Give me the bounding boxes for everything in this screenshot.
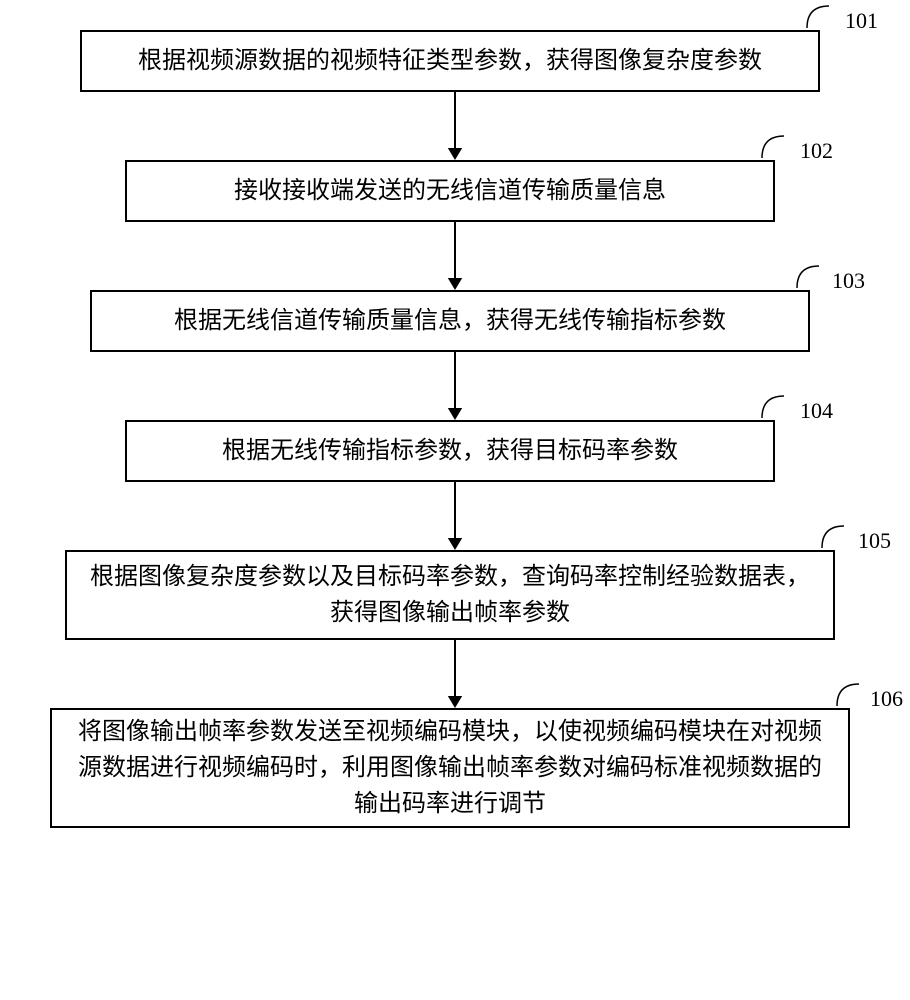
leader-line bbox=[760, 394, 786, 420]
leader-line bbox=[805, 4, 831, 30]
step-box-103: 根据无线信道传输质量信息，获得无线传输指标参数 bbox=[90, 290, 810, 352]
leader-line bbox=[795, 264, 821, 290]
step-label-105: 105 bbox=[858, 528, 891, 554]
flow-arrow bbox=[50, 352, 860, 420]
flowchart-container: 根据视频源数据的视频特征类型参数，获得图像复杂度参数101接收接收端发送的无线信… bbox=[50, 30, 860, 828]
leader-line bbox=[820, 524, 846, 550]
step-text: 根据无线信道传输质量信息，获得无线传输指标参数 bbox=[174, 303, 726, 339]
step-label-101: 101 bbox=[845, 8, 878, 34]
step-text: 接收接收端发送的无线信道传输质量信息 bbox=[234, 173, 666, 209]
leader-line bbox=[760, 134, 786, 160]
flow-arrow bbox=[50, 92, 860, 160]
step-box-101: 根据视频源数据的视频特征类型参数，获得图像复杂度参数 bbox=[80, 30, 820, 92]
step-text: 根据视频源数据的视频特征类型参数，获得图像复杂度参数 bbox=[138, 43, 762, 79]
flow-arrow bbox=[50, 482, 860, 550]
step-label-104: 104 bbox=[800, 398, 833, 424]
step-box-102: 接收接收端发送的无线信道传输质量信息 bbox=[125, 160, 775, 222]
step-box-106: 将图像输出帧率参数发送至视频编码模块，以使视频编码模块在对视频源数据进行视频编码… bbox=[50, 708, 850, 828]
step-label-102: 102 bbox=[800, 138, 833, 164]
step-box-104: 根据无线传输指标参数，获得目标码率参数 bbox=[125, 420, 775, 482]
flow-arrow bbox=[50, 640, 860, 708]
leader-line bbox=[835, 682, 861, 708]
step-label-106: 106 bbox=[870, 686, 903, 712]
step-label-103: 103 bbox=[832, 268, 865, 294]
step-text: 根据无线传输指标参数，获得目标码率参数 bbox=[222, 433, 678, 469]
flow-arrow bbox=[50, 222, 860, 290]
step-text: 根据图像复杂度参数以及目标码率参数，查询码率控制经验数据表，获得图像输出帧率参数 bbox=[87, 559, 813, 631]
step-box-105: 根据图像复杂度参数以及目标码率参数，查询码率控制经验数据表，获得图像输出帧率参数 bbox=[65, 550, 835, 640]
step-text: 将图像输出帧率参数发送至视频编码模块，以使视频编码模块在对视频源数据进行视频编码… bbox=[72, 714, 828, 822]
